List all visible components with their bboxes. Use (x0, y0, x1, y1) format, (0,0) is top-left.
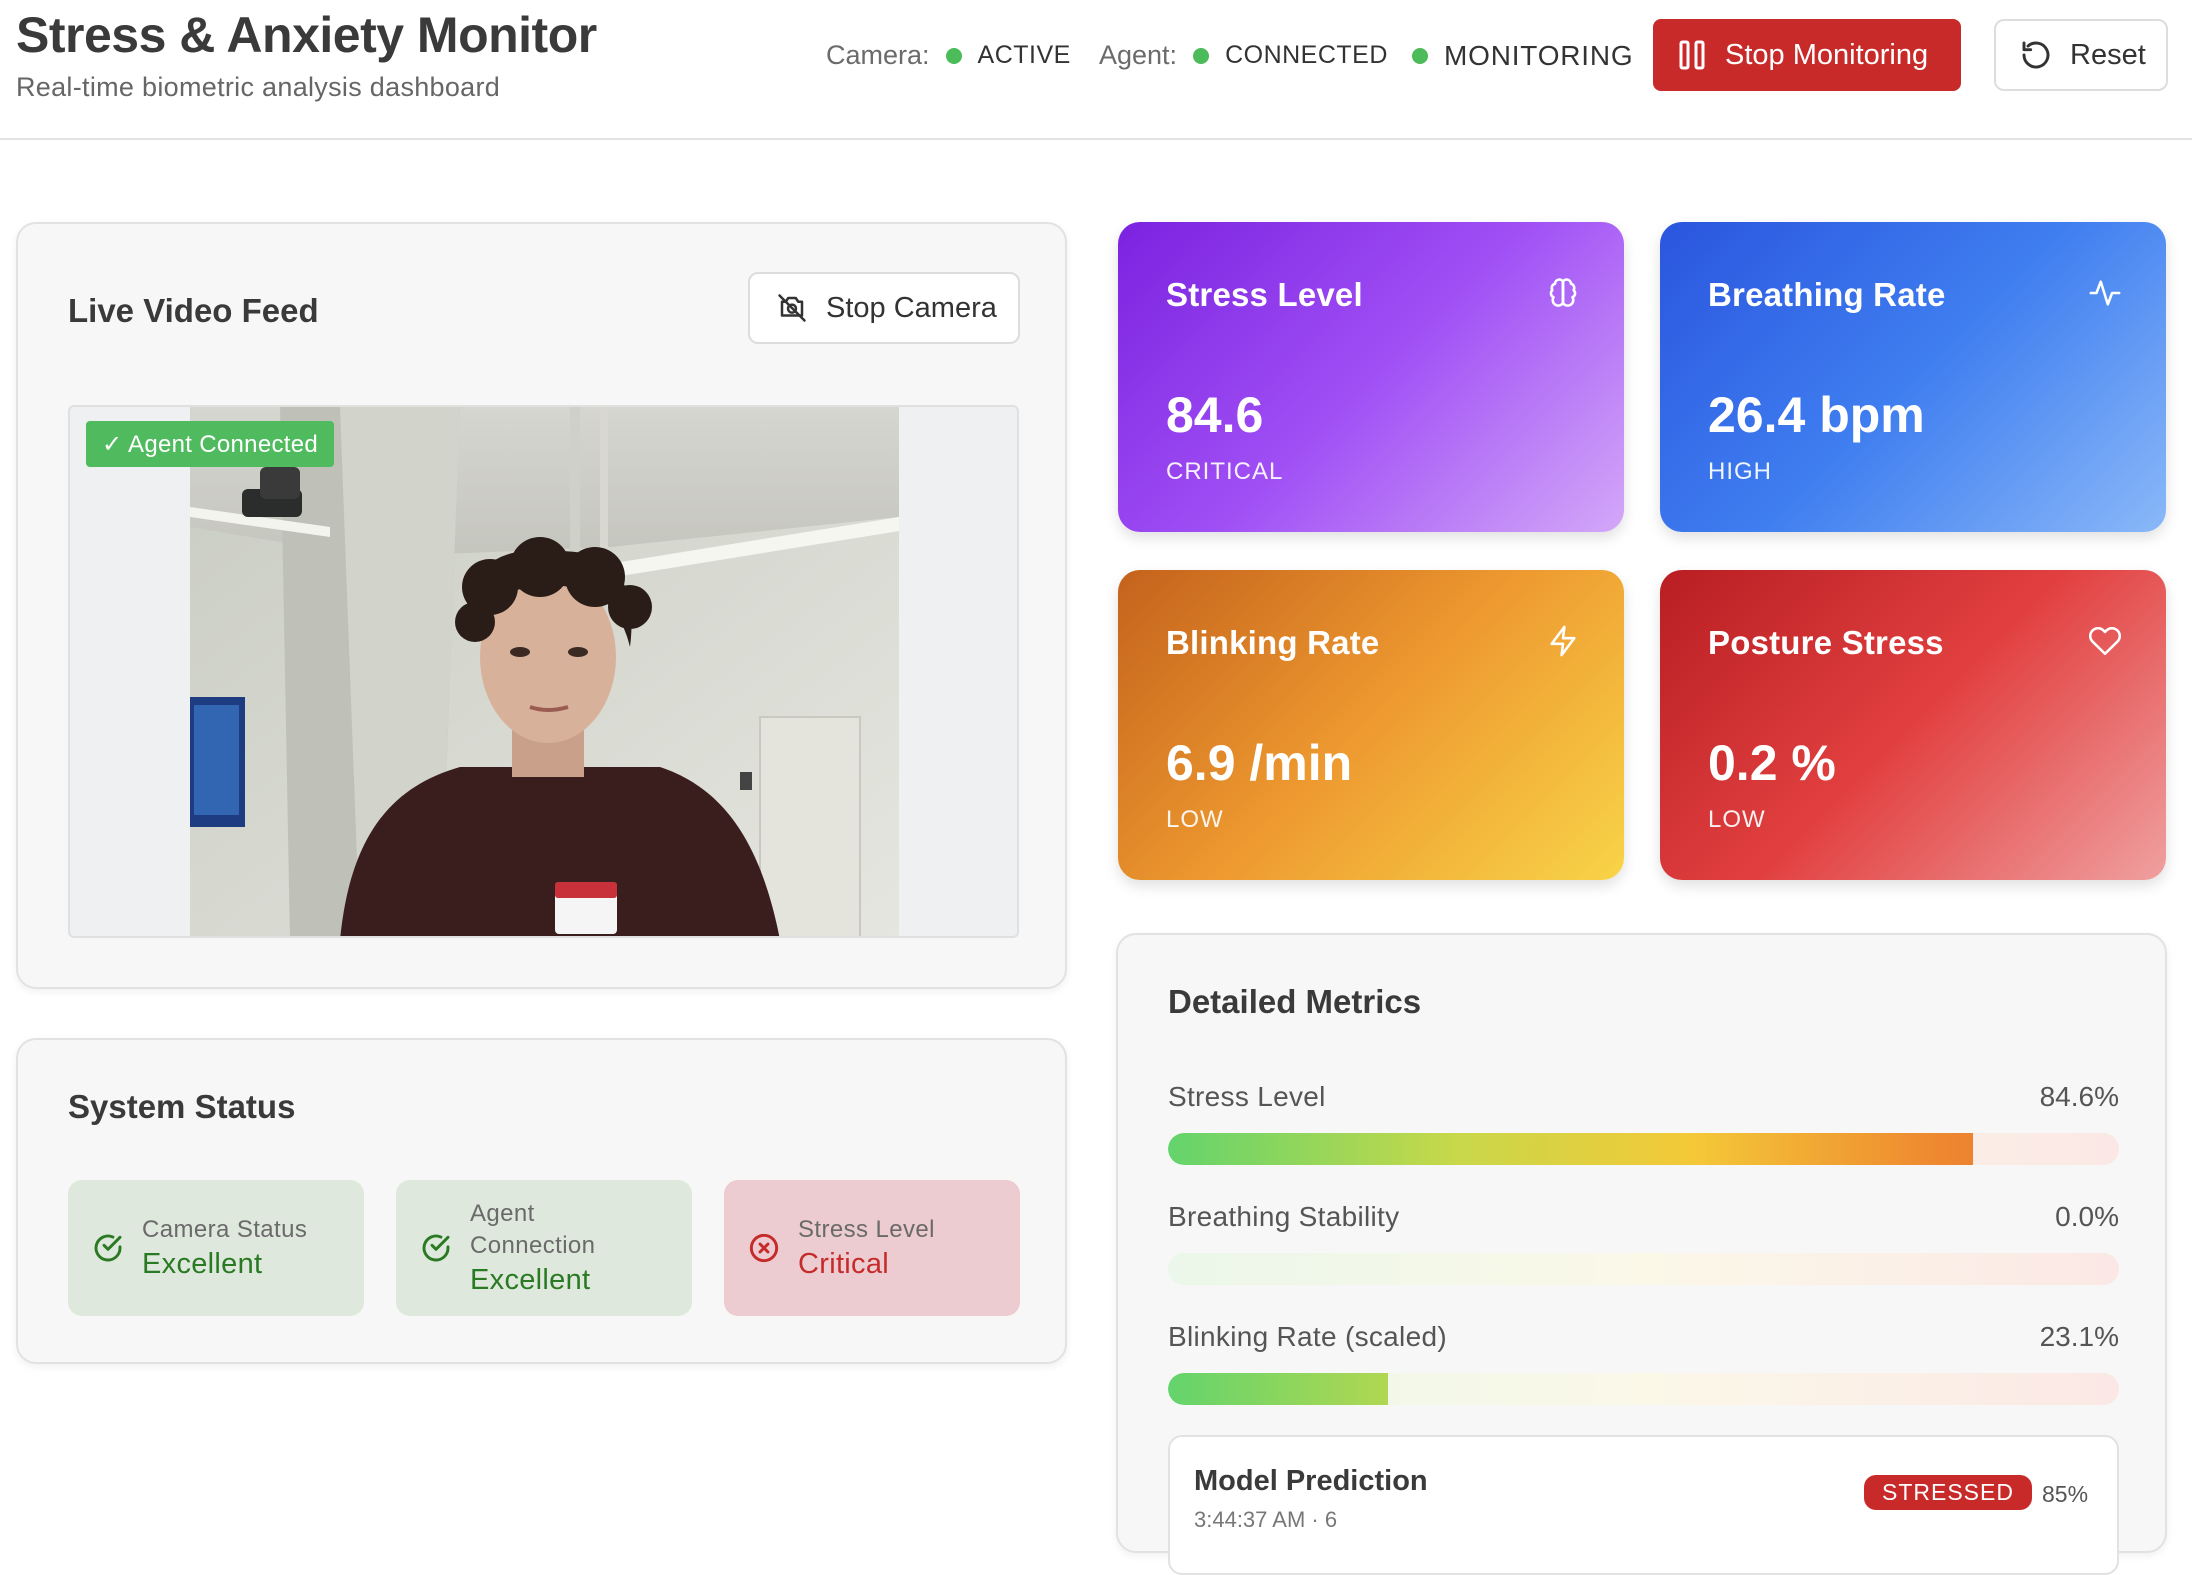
camera-status-card-value: Excellent (142, 1248, 263, 1280)
blinking-rate-progress-bar (1168, 1373, 2119, 1405)
system-status-panel: System Status Camera Status Excellent Ag… (16, 1038, 1067, 1364)
blinking-rate-card-level: LOW (1166, 806, 1224, 833)
live-video-panel: Live Video Feed Stop Camera (16, 222, 1067, 989)
breathing-rate-card-title: Breathing Rate (1708, 276, 1946, 313)
detailed-metrics-panel: Detailed Metrics Stress Level 84.6% Brea… (1116, 933, 2167, 1575)
agent-status-value: CONNECTED (1225, 41, 1388, 69)
model-prediction-title: Model Prediction (1194, 1465, 1428, 1497)
agent-connection-card-value: Excellent (470, 1264, 591, 1296)
stop-monitoring-label: Stop Monitoring (1725, 38, 1929, 71)
check-circle-icon (94, 1234, 122, 1262)
stop-camera-button[interactable]: Stop Camera (748, 272, 1020, 344)
metric-row-label: Blinking Rate (scaled) (1168, 1321, 1447, 1352)
agent-status-indicator: Agent: CONNECTED (1099, 40, 1388, 71)
system-status-title: System Status (68, 1088, 296, 1125)
prediction-confidence: 85% (2042, 1481, 2089, 1507)
metric-row-value: 0.0% (2055, 1201, 2119, 1232)
stop-camera-label: Stop Camera (826, 291, 997, 324)
model-prediction-time: 3:44:37 AM · 6 (1194, 1507, 1338, 1532)
agent-connected-badge: ✓ Agent Connected (86, 421, 335, 467)
camera-status-card: Camera Status Excellent (68, 1180, 364, 1316)
stress-progress-fill (1168, 1133, 1973, 1165)
live-video-title: Live Video Feed (68, 292, 319, 329)
camera-status-indicator: Camera: ACTIVE (826, 40, 1071, 71)
agent-status-label: Agent: (1099, 40, 1178, 70)
lightning-icon (1550, 625, 1576, 657)
monitoring-status-dot (1412, 48, 1428, 64)
blinking-rate-card-value: 6.9 /min (1166, 735, 1353, 791)
blinking-rate-card-title: Blinking Rate (1166, 624, 1380, 661)
stress-level-card-level: CRITICAL (1166, 458, 1284, 485)
monitoring-status-indicator: MONITORING (1412, 40, 1633, 72)
reset-label: Reset (2070, 38, 2146, 71)
stop-monitoring-button[interactable]: Stop Monitoring (1653, 19, 1961, 91)
stress-progress-bar (1168, 1133, 2119, 1165)
camera-status-value: ACTIVE (977, 41, 1071, 69)
app-subtitle: Real-time biometric analysis dashboard (16, 72, 501, 102)
metric-row-label: Stress Level (1168, 1081, 1326, 1112)
metric-row-value: 23.1% (2039, 1321, 2119, 1352)
prediction-status-badge: STRESSED (1864, 1475, 2032, 1510)
app-title: Stress & Anxiety Monitor (16, 7, 597, 63)
check-circle-icon (422, 1234, 450, 1262)
camera-feed-image (190, 407, 899, 936)
posture-stress-card-title: Posture Stress (1708, 624, 1944, 661)
video-frame: ✓ Agent Connected (68, 405, 1019, 938)
posture-stress-card: Posture Stress 0.2 % LOW (1660, 570, 2166, 880)
camera-status-card-label: Camera Status (142, 1216, 308, 1243)
breathing-rate-card-value: 26.4 bpm (1708, 387, 1925, 443)
breathing-rate-card: Breathing Rate 26.4 bpm HIGH (1660, 222, 2166, 532)
stress-level-card-value: 84.6 (1166, 387, 1264, 443)
metric-row-label: Breathing Stability (1168, 1201, 1400, 1232)
activity-icon (2089, 280, 2121, 306)
pause-icon (1679, 40, 1705, 70)
x-circle-icon (749, 1233, 779, 1263)
app-header: Stress & Anxiety Monitor Real-time biome… (0, 0, 2192, 140)
heart-icon (2088, 626, 2122, 656)
agent-connection-card-label: Agent Connection (470, 1200, 596, 1259)
posture-stress-card-level: LOW (1708, 806, 1766, 833)
blinking-rate-progress-fill (1168, 1373, 1388, 1405)
stress-level-status-card-label: Stress Level (798, 1216, 935, 1243)
detailed-metrics-title: Detailed Metrics (1168, 983, 1422, 1020)
reset-button[interactable]: Reset (1994, 19, 2168, 91)
agent-connection-card: Agent Connection Excellent (396, 1180, 692, 1316)
camera-status-dot (945, 47, 962, 64)
stress-level-status-card-value: Critical (798, 1248, 890, 1280)
metric-row-value: 84.6% (2039, 1081, 2119, 1112)
brain-icon (1549, 278, 1577, 307)
agent-status-dot (1193, 47, 1210, 64)
stress-level-card: Stress Level 84.6 CRITICAL (1118, 222, 1624, 532)
model-prediction-box: Model Prediction 3:44:37 AM · 6 STRESSED… (1168, 1435, 2119, 1575)
posture-stress-card-value: 0.2 % (1708, 735, 1836, 791)
breathing-rate-card-level: HIGH (1708, 458, 1772, 485)
blinking-rate-card: Blinking Rate 6.9 /min LOW (1118, 570, 1624, 880)
monitoring-status-value: MONITORING (1444, 40, 1634, 71)
breathing-stability-progress-bar (1168, 1253, 2119, 1285)
camera-off-icon (778, 294, 806, 322)
camera-status-label: Camera: (826, 40, 930, 70)
reset-icon (2022, 41, 2050, 69)
stress-level-status-card: Stress Level Critical (724, 1180, 1020, 1316)
stress-level-card-title: Stress Level (1166, 276, 1363, 313)
